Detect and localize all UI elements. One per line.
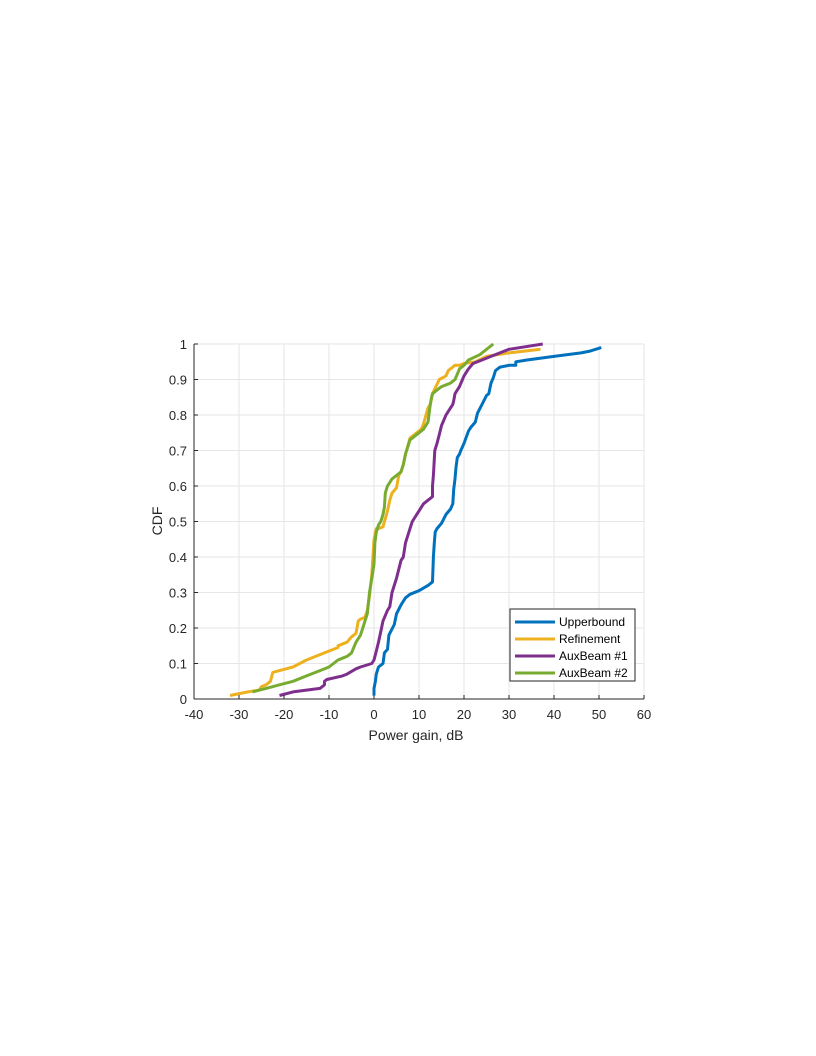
axes [193,343,645,700]
x-tick-label: -10 [320,707,339,722]
y-tick-label: 1 [180,337,187,352]
x-tick-label: 40 [547,707,561,722]
x-tick-label: 10 [412,707,426,722]
y-tick-label: 0.7 [169,444,187,459]
legend-label-auxbeam-2: AuxBeam #2 [559,666,628,680]
y-tick-label: 0.3 [169,586,187,601]
x-tick-label: 50 [592,707,606,722]
series-line-refinement [229,347,541,697]
x-tick-label: -40 [185,707,204,722]
x-axis-label: Power gain, dB [369,727,464,743]
y-tick-label: 0.8 [169,408,187,423]
y-tick-label: 0.9 [169,373,187,388]
legend-label-refinement: Refinement [559,632,621,646]
x-tick-label: 20 [457,707,471,722]
y-tick-label: 0.1 [169,657,187,672]
legend: Upperbound Refinement AuxBeam #1 AuxBeam #2 [509,608,636,682]
y-tick-label: 0.5 [169,515,187,530]
series-line-auxbeam-2 [252,342,495,694]
x-tick-label: -30 [230,707,249,722]
series-line-auxbeam-1 [279,342,544,697]
y-axis-label: CDF [149,507,165,536]
x-tick-label: 60 [637,707,651,722]
series-line-upperbound [372,346,602,696]
y-tick-label: 0.2 [169,621,187,636]
series-lines [229,342,602,697]
legend-label-upperbound: Upperbound [559,615,625,629]
legend-label-auxbeam-1: AuxBeam #1 [559,649,628,663]
y-tick-label: 0.6 [169,479,187,494]
tick-labels: -40 -30 -20 -10 0 10 20 30 40 50 60 0 0.1 0.2 0.3 0.4 0.… [169,337,651,722]
x-tick-label: 0 [370,707,377,722]
y-tick-label: 0.4 [169,550,187,565]
y-tick-label: 0 [180,692,187,707]
x-tick-label: 30 [502,707,516,722]
x-tick-label: -20 [275,707,294,722]
